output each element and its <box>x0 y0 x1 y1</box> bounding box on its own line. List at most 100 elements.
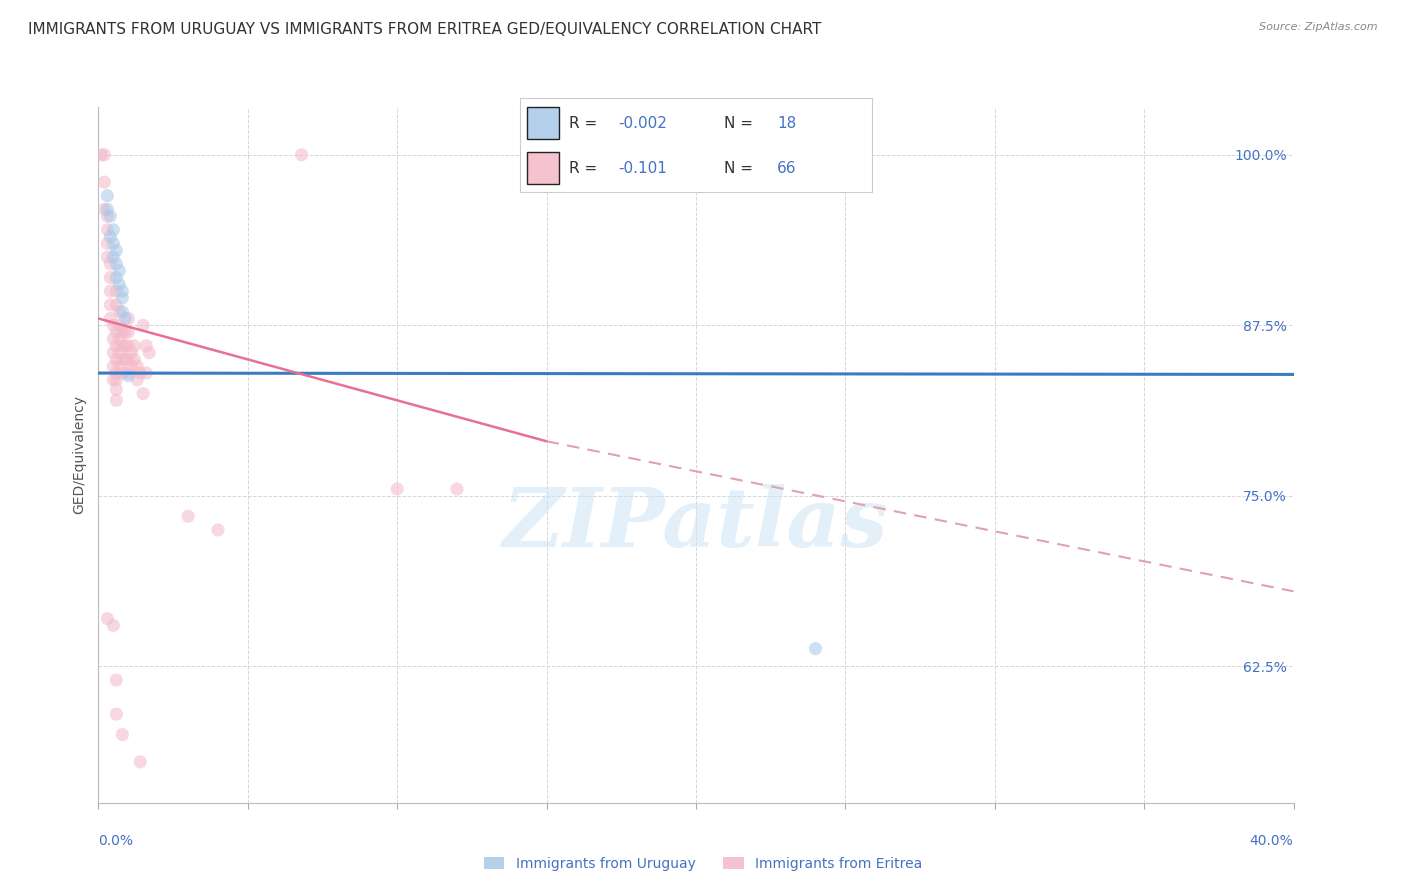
Point <box>103 318 125 333</box>
Point <box>108 359 131 374</box>
Point <box>290 148 312 162</box>
Point <box>98 270 122 285</box>
Point <box>105 325 128 339</box>
Text: 0.0%: 0.0% <box>98 834 134 848</box>
FancyBboxPatch shape <box>527 153 560 185</box>
Point <box>98 284 122 298</box>
Point <box>96 209 118 223</box>
Point <box>93 202 115 217</box>
Point <box>111 325 134 339</box>
Point <box>108 332 131 346</box>
Point <box>96 236 118 251</box>
Point <box>93 148 115 162</box>
Point <box>111 291 134 305</box>
Point <box>135 339 157 353</box>
Point <box>98 229 122 244</box>
Point <box>108 277 131 292</box>
Point <box>105 284 128 298</box>
Point <box>111 339 134 353</box>
Point <box>385 482 409 496</box>
Point <box>96 223 118 237</box>
Point <box>103 359 125 374</box>
Point <box>105 366 128 380</box>
Legend: Immigrants from Uruguay, Immigrants from Eritrea: Immigrants from Uruguay, Immigrants from… <box>478 851 928 876</box>
Point <box>108 304 131 318</box>
Point <box>105 257 128 271</box>
Point <box>120 345 142 359</box>
Point <box>105 383 128 397</box>
Point <box>103 345 125 359</box>
Text: 66: 66 <box>778 161 796 176</box>
Text: 18: 18 <box>778 116 796 131</box>
Text: R =: R = <box>569 161 598 176</box>
Point <box>90 148 112 162</box>
Point <box>108 264 131 278</box>
Point <box>103 223 125 237</box>
Point <box>207 523 229 537</box>
Text: -0.101: -0.101 <box>619 161 668 176</box>
Text: IMMIGRANTS FROM URUGUAY VS IMMIGRANTS FROM ERITREA GED/EQUIVALENCY CORRELATION C: IMMIGRANTS FROM URUGUAY VS IMMIGRANTS FR… <box>28 22 821 37</box>
Point <box>138 345 160 359</box>
Point <box>117 366 139 380</box>
Text: ZIPatlas: ZIPatlas <box>503 484 889 565</box>
Point <box>108 345 131 359</box>
Point <box>117 325 139 339</box>
Text: 40.0%: 40.0% <box>1250 834 1294 848</box>
Point <box>127 373 149 387</box>
Point <box>103 332 125 346</box>
Point <box>96 612 118 626</box>
Point <box>117 311 139 326</box>
Point <box>446 482 468 496</box>
Point <box>98 298 122 312</box>
Point <box>117 352 139 367</box>
Point <box>105 707 128 722</box>
Point <box>127 359 149 374</box>
Point <box>117 368 139 383</box>
Point <box>105 373 128 387</box>
Point <box>105 270 128 285</box>
Point <box>98 311 122 326</box>
Point <box>132 318 155 333</box>
Text: R =: R = <box>569 116 598 131</box>
Point <box>111 284 134 298</box>
Point <box>114 352 136 367</box>
Point <box>103 618 125 632</box>
Point <box>105 298 128 312</box>
Point <box>129 366 152 380</box>
Point <box>111 728 134 742</box>
Point <box>129 755 152 769</box>
Point <box>124 339 146 353</box>
Point <box>108 318 131 333</box>
Point <box>120 359 142 374</box>
FancyBboxPatch shape <box>527 108 560 139</box>
Point <box>98 209 122 223</box>
Text: Source: ZipAtlas.com: Source: ZipAtlas.com <box>1260 22 1378 32</box>
Point <box>124 352 146 367</box>
Point <box>804 641 827 656</box>
Point <box>105 244 128 258</box>
Point <box>105 352 128 367</box>
Point <box>105 673 128 687</box>
Point <box>135 366 157 380</box>
Point <box>114 339 136 353</box>
Point <box>105 393 128 408</box>
Point <box>96 202 118 217</box>
Point <box>103 250 125 264</box>
Point <box>114 325 136 339</box>
Text: N =: N = <box>724 161 754 176</box>
Point <box>132 386 155 401</box>
Point <box>111 304 134 318</box>
Point <box>177 509 200 524</box>
Text: -0.002: -0.002 <box>619 116 668 131</box>
Point <box>105 339 128 353</box>
Point <box>96 250 118 264</box>
Point <box>103 373 125 387</box>
Point <box>114 311 136 326</box>
Y-axis label: GED/Equivalency: GED/Equivalency <box>73 395 87 515</box>
Point <box>111 352 134 367</box>
Point <box>117 339 139 353</box>
Point <box>111 366 134 380</box>
Text: N =: N = <box>724 116 754 131</box>
Point <box>96 188 118 202</box>
Point <box>103 236 125 251</box>
